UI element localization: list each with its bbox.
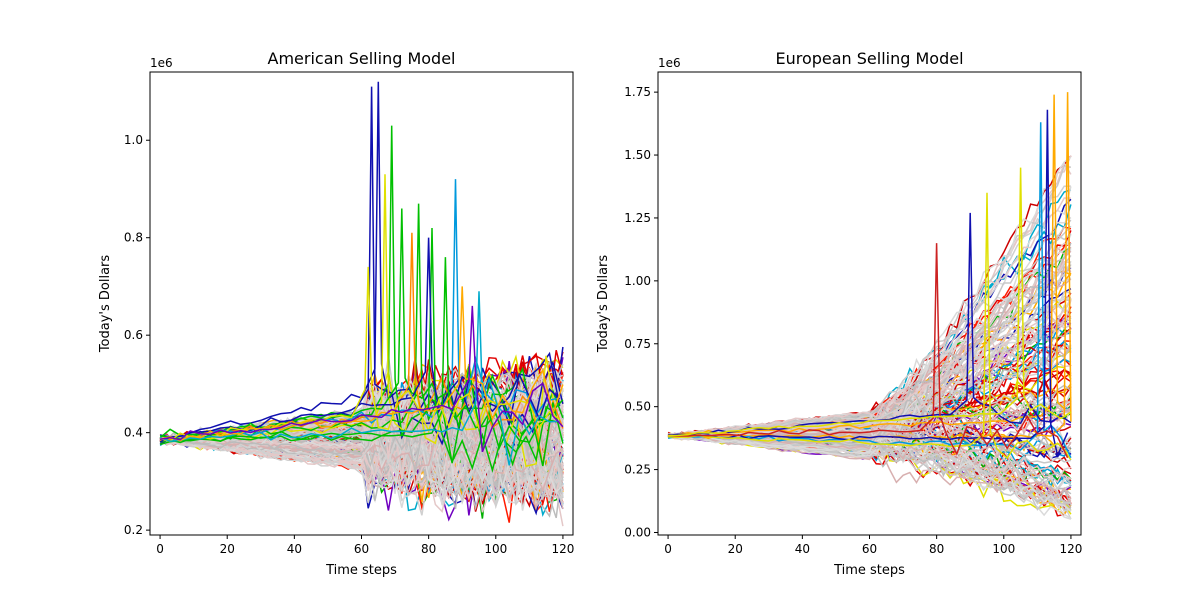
x-axis-label: Time steps <box>325 563 397 578</box>
y-tick-label: 0.25 <box>624 463 651 477</box>
spike-path <box>159 227 564 473</box>
y-tick-label: 1.00 <box>624 274 651 288</box>
spike-path <box>159 286 564 442</box>
y-tick-label: 0.50 <box>624 400 651 414</box>
spike-path <box>159 257 557 463</box>
y-tick-label: 1.50 <box>624 148 651 162</box>
x-axis-label: Time steps <box>833 563 905 578</box>
spike-path <box>668 192 1069 460</box>
y-tick-label: 1.25 <box>624 211 651 225</box>
y-tick-label: 0.4 <box>124 426 143 440</box>
spike-path <box>159 305 564 453</box>
spike-path <box>159 237 561 443</box>
y-tick-label: 0.2 <box>124 523 143 537</box>
simulation-path <box>667 298 1071 455</box>
chart-title: European Selling Model <box>775 49 963 68</box>
x-ticks: 0 20 40 60 80 100 120 <box>664 535 1082 556</box>
y-ticks: 0.00 0.25 0.50 0.75 1.00 1.25 1.50 1.75 <box>624 85 658 539</box>
y-tick-label: 0.00 <box>624 525 651 539</box>
american-selling-chart: 0 20 40 60 80 100 120 0.2 0.4 0.6 0.8 1.0 American… <box>98 49 574 578</box>
x-tick-label: 20 <box>220 542 235 556</box>
x-tick-label: 0 <box>664 542 672 556</box>
y-tick-label: 0.6 <box>124 328 143 342</box>
x-tick-label: 100 <box>484 542 507 556</box>
y-tick-label: 0.75 <box>624 337 651 351</box>
spike-path <box>159 179 557 443</box>
x-tick-label: 120 <box>551 542 574 556</box>
y-ticks: 0.2 0.4 0.6 0.8 1.0 <box>124 133 150 537</box>
y-offset-text: 1e6 <box>658 56 681 70</box>
x-tick-label: 20 <box>728 542 743 556</box>
x-tick-label: 120 <box>1059 542 1082 556</box>
y-offset-text: 1e6 <box>150 56 173 70</box>
spike-path <box>667 94 1065 438</box>
x-tick-label: 40 <box>287 542 302 556</box>
x-tick-label: 100 <box>992 542 1015 556</box>
simulation-lines <box>667 92 1072 520</box>
y-axis-label: Today's Dollars <box>596 255 611 354</box>
spike-path <box>668 167 1072 437</box>
simulation-path <box>668 299 1072 437</box>
x-tick-label: 80 <box>421 542 436 556</box>
simulation-lines <box>159 81 564 527</box>
x-tick-label: 60 <box>862 542 877 556</box>
x-tick-label: 80 <box>929 542 944 556</box>
y-tick-label: 1.0 <box>124 133 143 147</box>
x-tick-label: 60 <box>354 542 369 556</box>
y-tick-label: 0.8 <box>124 231 143 245</box>
y-tick-label: 1.75 <box>624 85 651 99</box>
european-selling-chart: 0 20 40 60 80 100 120 0.00 0.25 0.50 0.75 1.00 1.25… <box>596 49 1082 578</box>
chart-title: American Selling Model <box>268 49 456 68</box>
plot-area-frame <box>657 71 1082 536</box>
y-axis-label: Today's Dollars <box>98 255 113 354</box>
x-tick-label: 0 <box>156 542 164 556</box>
x-ticks: 0 20 40 60 80 100 120 <box>156 535 574 556</box>
x-tick-label: 40 <box>795 542 810 556</box>
spike-path <box>668 243 1069 459</box>
spike-path <box>159 266 561 443</box>
spike-path <box>159 291 560 466</box>
